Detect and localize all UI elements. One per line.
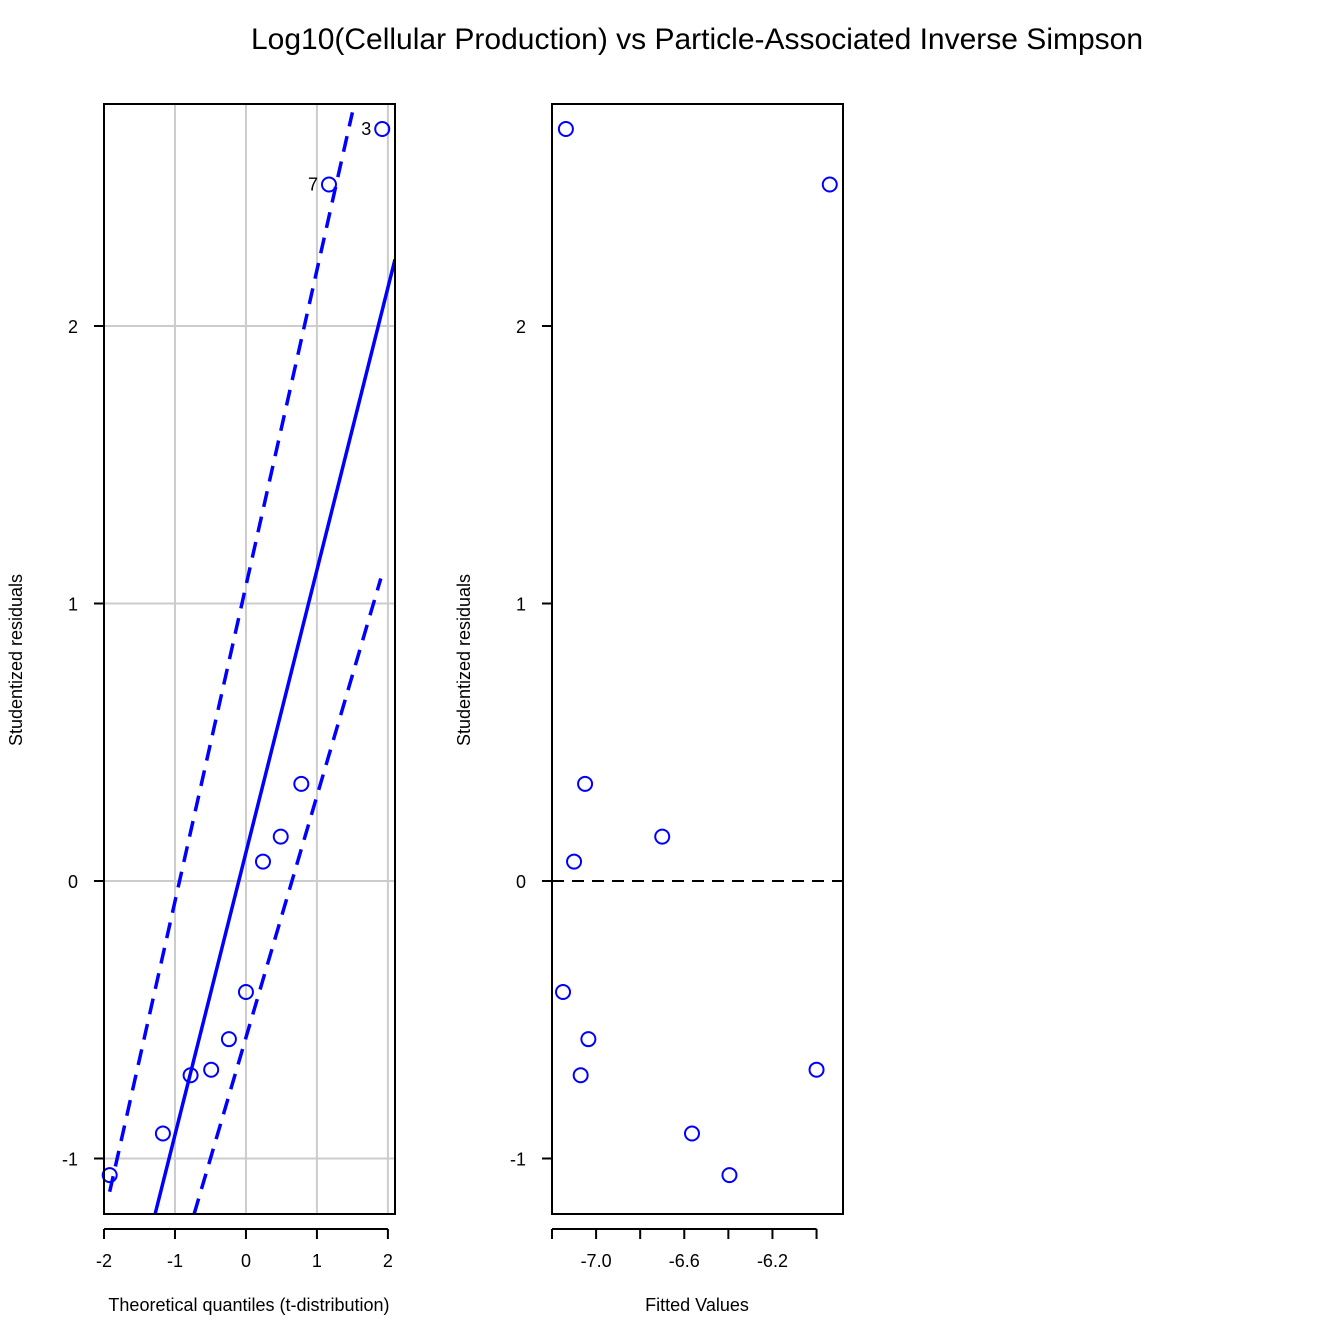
rvf-frame-rect — [551, 103, 844, 1215]
qq-x-tick-label-1: -1 — [167, 1251, 183, 1271]
rvf-point-6 — [580, 1031, 597, 1048]
qq-y-tick-label-0: -1 — [62, 1150, 78, 1170]
qq-y-tick-label-3: 2 — [68, 317, 78, 337]
rvf-point-3 — [566, 853, 583, 870]
chart-title: Log10(Cellular Production) vs Particle-A… — [251, 23, 1143, 56]
rvf-point-0 — [557, 120, 574, 137]
rvf-y-tick-label-2: 1 — [516, 595, 526, 615]
rvf-y-tick-label-0: -1 — [510, 1150, 526, 1170]
qq-point-6 — [254, 853, 271, 870]
qq-y-tick-label-2: 1 — [68, 595, 78, 615]
residuals-vs-fitted-panel: -7.0 -6.6 -6.2 -1 0 1 2 Fitted Values Student… — [454, 103, 844, 1315]
rvf-point-10 — [721, 1167, 738, 1184]
rvf-y-axis: -1 0 1 2 — [510, 317, 552, 1170]
rvf-x-tick-label-1: -7.0 — [581, 1251, 612, 1271]
qq-fit-line — [153, 258, 395, 1214]
qq-y-axis-title: Studentized residuals — [6, 574, 26, 746]
qq-x-axis-title: Theoretical quantiles (t-distribution) — [108, 1295, 389, 1315]
qq-point-8 — [293, 775, 310, 792]
rvf-point-1 — [821, 176, 838, 193]
rvf-y-tick-label-1: 0 — [516, 872, 526, 892]
qq-frame-rect — [103, 103, 396, 1215]
qq-point-9 — [320, 176, 337, 193]
rvf-point-7 — [572, 1067, 589, 1084]
qq-point-3 — [203, 1061, 220, 1078]
rvf-x-tick-label-3: -6.6 — [669, 1251, 700, 1271]
rvf-point-5 — [555, 984, 572, 1000]
qq-point-0 — [101, 1167, 118, 1184]
rvf-point-8 — [808, 1061, 825, 1078]
qq-point-4 — [220, 1031, 237, 1048]
qq-envelope-lower-line — [192, 578, 383, 1214]
qq-x-tick-label-3: 1 — [312, 1251, 322, 1271]
qq-envelope-upper-line — [107, 111, 355, 1193]
qq-x-tick-label-0: -2 — [96, 1251, 112, 1271]
qq-y-axis: -1 0 1 2 — [62, 317, 104, 1170]
rvf-point-2 — [577, 775, 594, 792]
qq-point-label-10: 3 — [361, 119, 371, 139]
qq-point-7 — [272, 828, 289, 845]
qq-point-label-9: 7 — [308, 174, 318, 194]
qq-points: 73 — [101, 119, 391, 1184]
qq-grid — [103, 104, 395, 1214]
rvf-point-4 — [654, 828, 671, 845]
qq-point-5 — [237, 984, 254, 1000]
rvf-point-9 — [683, 1125, 700, 1142]
rvf-x-tick-label-5: -6.2 — [757, 1251, 788, 1271]
qq-reference-lines — [107, 111, 395, 1214]
qq-y-tick-label-1: 0 — [68, 872, 78, 892]
rvf-points — [555, 120, 838, 1184]
qq-point-2 — [182, 1067, 199, 1084]
qq-point-10 — [374, 120, 391, 137]
qq-x-tick-label-4: 2 — [383, 1251, 393, 1271]
qq-plot-frame — [103, 103, 396, 1215]
rvf-x-axis: -7.0 -6.6 -6.2 — [551, 1228, 818, 1271]
rvf-y-axis-title: Studentized residuals — [454, 574, 474, 746]
qq-x-axis: -2 -1 0 1 2 — [96, 1228, 393, 1271]
rvf-plot-frame — [551, 103, 844, 1215]
qq-x-tick-label-2: 0 — [241, 1251, 251, 1271]
qq-point-1 — [154, 1125, 171, 1142]
rvf-y-tick-label-3: 2 — [516, 317, 526, 337]
rvf-x-axis-title: Fitted Values — [645, 1295, 749, 1315]
